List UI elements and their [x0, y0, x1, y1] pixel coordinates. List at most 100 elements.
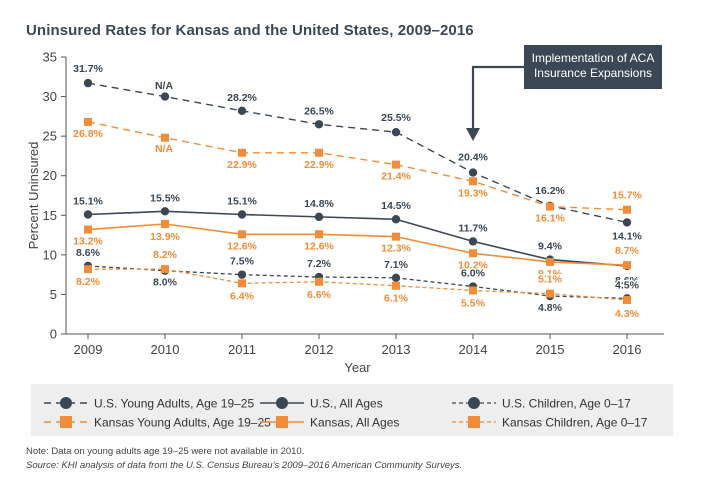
data-label: N/A: [155, 80, 174, 92]
data-label: 8.2%: [153, 249, 178, 261]
series-line-3: [87, 223, 628, 266]
annotation-arrowhead: [466, 128, 480, 141]
data-label: 12.6%: [304, 240, 334, 252]
data-label: 13.2%: [73, 236, 103, 248]
data-label: 12.3%: [381, 243, 411, 255]
annotation-text: Implementation of ACA: [532, 51, 655, 65]
data-point-circle: [468, 168, 478, 177]
data-label: 6.0%: [461, 268, 486, 280]
data-label: 6.4%: [230, 290, 255, 302]
data-label: 16.1%: [535, 213, 565, 225]
data-label: 4.8%: [538, 302, 563, 314]
x-tick-label: 2014: [459, 342, 488, 357]
annotation-arrow-line: [471, 65, 524, 130]
data-point-circle: [314, 120, 324, 129]
data-label: 16.2%: [535, 185, 565, 197]
series-line-1: [87, 121, 628, 211]
data-point-circle: [622, 218, 632, 227]
x-tick-label: 2010: [151, 342, 180, 357]
data-point-circle: [160, 92, 170, 101]
legend-marker-circle: [60, 397, 72, 409]
data-label: 22.9%: [304, 159, 334, 171]
data-label: 7.5%: [230, 256, 255, 268]
y-tick-label: 35: [43, 50, 57, 65]
data-label: 12.6%: [227, 240, 257, 252]
data-point-circle: [391, 273, 401, 283]
data-point-circle: [391, 215, 401, 224]
data-point-square: [84, 117, 92, 126]
legend-label: U.S. Children, Age 0–17: [502, 397, 631, 411]
data-label: 14.8%: [304, 198, 334, 210]
data-label: 19.3%: [458, 187, 488, 199]
data-point-square: [161, 265, 169, 274]
x-tick-label: 2015: [536, 342, 565, 357]
data-point-circle: [160, 207, 170, 216]
data-label: 5.5%: [461, 297, 486, 309]
legend-background: [31, 384, 673, 436]
data-label: 8.7%: [615, 245, 640, 257]
data-point-circle: [83, 210, 93, 219]
data-label: 22.9%: [227, 159, 257, 171]
data-point-square: [238, 148, 246, 157]
series-lines: [83, 78, 632, 304]
axes: 0 5 10 15 20 25 30 35 2009 2010 2011 2012 2013 2014 20…: [26, 50, 664, 375]
data-label: 25.5%: [381, 112, 411, 124]
data-label: 8.6%: [76, 247, 101, 259]
data-label: 6.1%: [384, 293, 409, 305]
series-line-5: [88, 268, 628, 301]
legend-label: Kansas, All Ages: [310, 416, 399, 430]
y-tick-label: 25: [43, 129, 57, 144]
x-tick-label: 2013: [382, 342, 411, 357]
data-point-circle: [237, 270, 247, 279]
x-tick-label: 2009: [74, 342, 103, 357]
data-point-square: [392, 160, 400, 169]
x-axis-label: Year: [344, 360, 371, 375]
data-point-circle: [468, 237, 478, 246]
data-point-square: [546, 257, 554, 266]
series-line-4: [87, 265, 628, 300]
y-tick-label: 20: [43, 168, 57, 183]
y-tick-label: 0: [50, 327, 57, 342]
legend-label: Kansas Young Adults, Age 19–25: [94, 416, 271, 430]
data-label: N/A: [155, 143, 174, 155]
data-point-square: [84, 225, 92, 234]
series-line-0: [87, 82, 628, 224]
x-tick-label: 2011: [228, 342, 256, 357]
legend-marker-square: [468, 416, 480, 428]
data-label: 31.7%: [73, 63, 103, 75]
data-label: 15.1%: [73, 195, 103, 207]
legend: U.S. Young Adults, Age 19–25 U.S., All Ag…: [31, 384, 673, 436]
legend-label: U.S., All Ages: [310, 397, 383, 411]
data-label: 13.9%: [150, 231, 180, 243]
data-label: 21.4%: [381, 171, 411, 183]
data-label: 20.4%: [458, 152, 488, 164]
data-label: 28.2%: [227, 92, 257, 104]
data-label: 8.6%: [615, 275, 640, 287]
y-tick-label: 15: [43, 208, 57, 223]
data-point-square: [392, 232, 400, 241]
data-label: 6.6%: [307, 289, 332, 301]
data-label: 14.5%: [381, 200, 411, 212]
data-label: 8.0%: [153, 277, 178, 289]
data-point-square: [546, 289, 554, 298]
data-point-square: [315, 148, 323, 157]
data-point-square: [84, 265, 92, 274]
data-point-circle: [237, 106, 247, 116]
data-point-circle: [83, 78, 93, 88]
data-label: 15.1%: [227, 195, 257, 207]
data-label: 5.1%: [538, 274, 563, 286]
data-label: 9.4%: [538, 241, 563, 253]
data-label: 8.2%: [76, 276, 101, 288]
y-tick-label: 30: [43, 89, 57, 104]
data-label: 14.1%: [612, 230, 642, 242]
data-point-square: [315, 277, 323, 286]
data-point-circle: [391, 127, 401, 137]
data-label: 10.2%: [458, 259, 488, 271]
data-label: 4.3%: [615, 308, 640, 320]
data-point-square: [469, 249, 477, 258]
data-label: 7.1%: [384, 259, 409, 271]
data-point-square: [469, 177, 477, 186]
data-point-circle: [237, 210, 247, 219]
data-point-square: [392, 281, 400, 290]
